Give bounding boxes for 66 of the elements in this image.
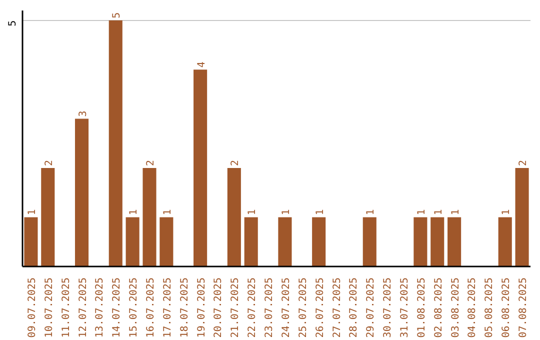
x-tick-label: 15.07.2025 — [128, 277, 140, 338]
bar — [194, 70, 208, 266]
x-tick-label: 30.07.2025 — [382, 277, 394, 338]
x-tick-label: 13.07.2025 — [94, 277, 106, 338]
bar — [312, 217, 326, 266]
x-tick-label: 12.07.2025 — [78, 277, 89, 338]
x-tick-label: 27.07.2025 — [332, 277, 343, 338]
data-label: 1 — [280, 209, 292, 216]
x-tick-label: 01.08.2025 — [416, 277, 428, 338]
data-label: 1 — [450, 209, 462, 216]
data-label: 2 — [44, 160, 55, 166]
x-tick-label: 03.08.2025 — [450, 277, 462, 338]
x-tick-label: 06.08.2025 — [501, 277, 512, 338]
bar — [278, 217, 292, 266]
data-label: 1 — [416, 209, 428, 216]
data-label: 2 — [230, 160, 242, 166]
data-label: 1 — [128, 209, 140, 216]
data-label: 5 — [112, 12, 123, 18]
bar — [142, 168, 156, 266]
x-tick-label: 29.07.2025 — [366, 277, 377, 338]
x-tick-label: 18.07.2025 — [179, 277, 190, 338]
bar — [515, 168, 529, 266]
data-label: 1 — [314, 209, 326, 216]
x-tick-label: 02.08.2025 — [433, 277, 444, 338]
x-tick-label: 14.07.2025 — [112, 277, 123, 338]
data-label: 1 — [366, 209, 377, 216]
bar — [160, 217, 174, 266]
data-label: 1 — [162, 209, 174, 216]
bar — [244, 217, 258, 266]
x-tick-label: 11.07.2025 — [60, 277, 72, 338]
x-tick-label: 31.07.2025 — [400, 277, 410, 338]
bar — [41, 168, 55, 266]
x-tick-label: 25.07.2025 — [298, 277, 309, 338]
x-tick-label: 22.07.2025 — [247, 277, 258, 338]
x-tick-label: 23.07.2025 — [264, 277, 276, 338]
bar — [414, 217, 428, 266]
bar — [227, 168, 241, 266]
data-label: 1 — [501, 209, 512, 216]
x-tick-label: 09.07.2025 — [26, 277, 38, 338]
bar — [430, 217, 444, 266]
x-tick-label: 05.08.2025 — [484, 277, 496, 338]
x-tick-label: 26.07.2025 — [314, 277, 326, 338]
x-tick-label: 24.07.2025 — [280, 277, 292, 338]
bar — [126, 217, 140, 266]
bar — [74, 118, 89, 266]
data-label: 4 — [196, 62, 208, 68]
data-label: 1 — [433, 209, 444, 216]
data-label: 1 — [247, 209, 258, 216]
bar — [362, 217, 376, 266]
data-label: 2 — [146, 160, 156, 166]
bar — [108, 20, 122, 266]
x-tick-label: 20.07.2025 — [213, 277, 224, 338]
x-tick-label: 28.07.2025 — [348, 277, 360, 338]
bar — [498, 217, 512, 266]
bar — [24, 217, 38, 266]
x-tick-label: 16.07.2025 — [146, 277, 156, 338]
x-tick-label: 07.08.2025 — [518, 277, 530, 338]
x-tick-label: 17.07.2025 — [162, 277, 174, 338]
data-label: 3 — [78, 110, 89, 117]
x-tick-label: 04.08.2025 — [467, 277, 478, 338]
data-label: 1 — [26, 209, 38, 216]
data-label: 2 — [518, 160, 530, 166]
bar — [448, 217, 462, 266]
x-tick-label: 19.07.2025 — [196, 277, 208, 338]
x-tick-label: 21.07.2025 — [230, 277, 242, 338]
x-tick-label: 10.07.2025 — [44, 277, 55, 338]
